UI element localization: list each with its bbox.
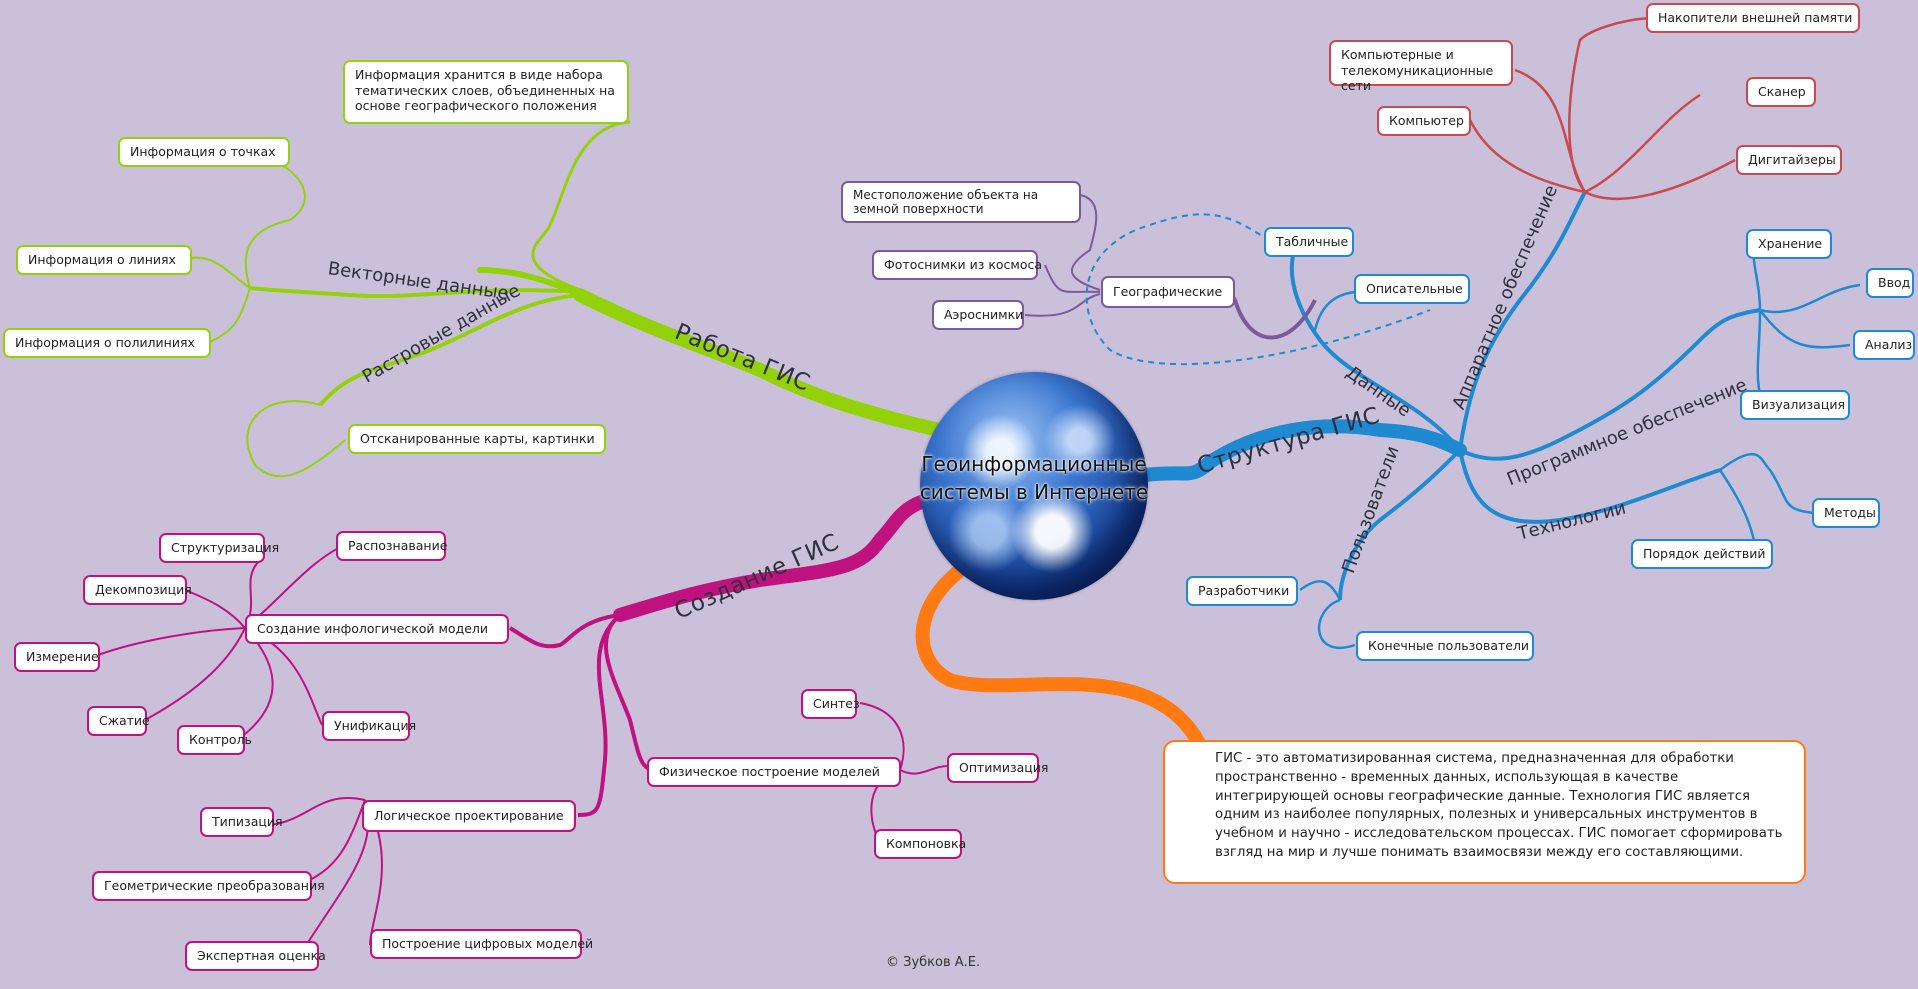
- center-title[interactable]: Геоинформационные системы в Интернете: [918, 450, 1150, 506]
- physical-item-synthesis[interactable]: Синтез: [801, 689, 860, 719]
- branch-rabota-connector: [573, 288, 947, 437]
- vector-item-polylines[interactable]: Информация о полилиниях: [3, 328, 211, 358]
- data-item-tabular[interactable]: Табличные: [1264, 227, 1354, 257]
- geo-item-location[interactable]: Местоположение объекта на земной поверхн…: [841, 181, 1081, 223]
- users-item-developers[interactable]: Разработчики: [1186, 576, 1298, 606]
- data-item-descriptive[interactable]: Описательные: [1354, 274, 1470, 304]
- infolog-item-measurement[interactable]: Измерение: [14, 642, 100, 672]
- vector-item-points[interactable]: Информация о точках: [118, 137, 290, 167]
- logical-item-typing[interactable]: Типизация: [200, 807, 283, 837]
- software-item-input[interactable]: Ввод: [1866, 268, 1914, 298]
- logical-item-geometric[interactable]: Геометрические преобразования: [92, 871, 325, 901]
- raster-item-scanned[interactable]: Отсканированные карты, картинки: [348, 424, 606, 454]
- hardware-item-networks[interactable]: Компьютерные и телекомуникационные сети: [1329, 40, 1513, 93]
- physical-model-label[interactable]: Физическое построение моделей: [647, 757, 901, 787]
- logical-item-expert[interactable]: Экспертная оценка: [185, 941, 326, 971]
- users-item-end-users[interactable]: Конечные пользователи: [1356, 631, 1534, 661]
- hardware-item-scanner[interactable]: Сканер: [1746, 77, 1816, 107]
- tech-item-methods[interactable]: Методы: [1812, 498, 1880, 528]
- hardware-item-digitizers[interactable]: Дигитайзеры: [1736, 145, 1842, 175]
- physical-item-optimization[interactable]: Оптимизация: [947, 753, 1048, 783]
- infolog-item-decomposition[interactable]: Декомпозиция: [83, 575, 192, 605]
- hardware-item-storage[interactable]: Накопители внешней памяти: [1646, 3, 1860, 33]
- physical-item-layout[interactable]: Компоновка: [874, 829, 966, 859]
- tech-item-order[interactable]: Порядок действий: [1631, 539, 1773, 569]
- branch-struktura-connector: [1138, 419, 1467, 482]
- info-note[interactable]: Информация хранится в виде набора темати…: [343, 60, 629, 124]
- infolog-item-compression[interactable]: Сжатие: [87, 706, 150, 736]
- center-title-line2: системы в Интернете: [919, 480, 1149, 504]
- geo-item-aerial[interactable]: Аэроснимки: [932, 300, 1024, 330]
- branch-description-connector: [915, 553, 1207, 752]
- software-item-visualization[interactable]: Визуализация: [1740, 390, 1850, 420]
- hardware-item-computer[interactable]: Компьютер: [1377, 106, 1471, 136]
- infolog-item-unification[interactable]: Унификация: [322, 711, 416, 741]
- center-title-line1: Геоинформационные: [921, 452, 1147, 476]
- branch-sozdanie-connector: [613, 488, 962, 622]
- infolog-item-structuring[interactable]: Структуризация: [159, 533, 279, 563]
- geo-item-space-photos[interactable]: Фотоснимки из космоса: [872, 250, 1042, 280]
- software-item-storage[interactable]: Хранение: [1746, 229, 1832, 259]
- vector-item-lines[interactable]: Информация о линиях: [16, 245, 192, 275]
- logical-design-label[interactable]: Логическое проектирование: [362, 800, 576, 832]
- copyright-footer: © Зубков А.Е.: [886, 955, 981, 970]
- infolog-item-control[interactable]: Контроль: [177, 725, 252, 755]
- logical-item-digital-models[interactable]: Построение цифровых моделей: [370, 929, 593, 959]
- infolog-item-recognition[interactable]: Распознавание: [336, 531, 447, 561]
- geo-label[interactable]: Географические: [1101, 276, 1235, 308]
- gis-description[interactable]: ГИС - это автоматизированная система, пр…: [1163, 740, 1806, 884]
- infolog-model-label[interactable]: Создание инфологической модели: [245, 614, 509, 644]
- software-item-analysis[interactable]: Анализ: [1853, 330, 1915, 360]
- globe-image: [920, 372, 1148, 600]
